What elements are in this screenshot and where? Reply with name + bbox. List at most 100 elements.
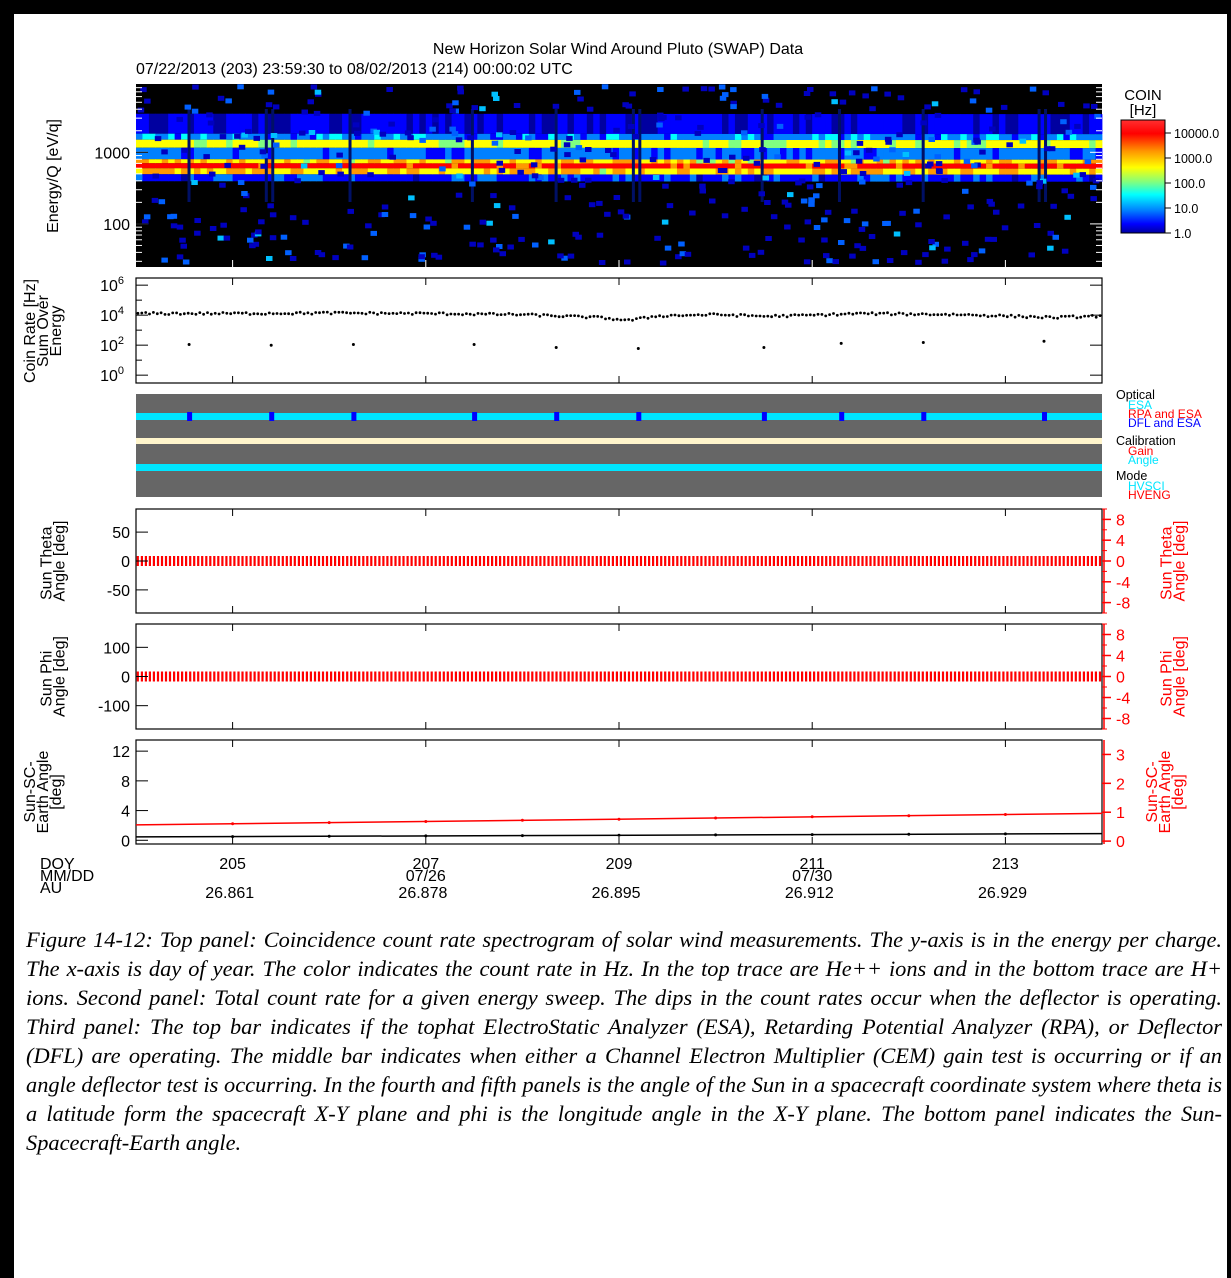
- spectrogram-cell: [522, 174, 530, 182]
- spectrogram-cell: [255, 229, 262, 235]
- earth-ytick-1: 8: [121, 774, 130, 791]
- phi-point: [362, 671, 365, 682]
- rate-point: [789, 313, 793, 317]
- spectrogram-cell: [748, 252, 756, 258]
- spectrogram-cell: [425, 113, 433, 134]
- phi-point: [543, 671, 546, 682]
- spectrogram-cell: [548, 239, 555, 245]
- rate-point: [171, 311, 175, 315]
- spectrogram-cell: [361, 159, 369, 164]
- rate-point: [681, 314, 685, 318]
- spectrogram-cell: [1050, 140, 1058, 149]
- theta-point: [656, 556, 659, 566]
- spectrogram-cell: [213, 163, 221, 169]
- spectrogram-cell: [258, 159, 266, 164]
- rate-point: [870, 311, 874, 315]
- theta-point: [543, 556, 546, 566]
- spectrogram-cell: [181, 133, 188, 140]
- spectrogram-cell: [883, 174, 890, 182]
- spectrogram-cell: [406, 168, 414, 175]
- spectrogram-cell: [277, 139, 285, 148]
- spectrogram-cell: [1011, 148, 1019, 160]
- spectrogram-cell: [599, 133, 607, 140]
- spectrogram-cell: [234, 133, 241, 139]
- spectrogram-cell: [464, 147, 472, 160]
- rate-point: [349, 311, 352, 315]
- spectrogram-cell: [232, 174, 240, 182]
- theta-point: [547, 556, 550, 566]
- phi-point: [229, 671, 232, 682]
- spectrogram-cell: [367, 168, 375, 175]
- theta-point: [245, 556, 248, 566]
- spectrogram-cell: [1017, 203, 1025, 209]
- spectrogram-cell: [871, 86, 878, 92]
- spectrogram-cell: [803, 91, 811, 96]
- spectrogram-cell: [953, 159, 961, 164]
- spectrogram-cell: [837, 140, 845, 149]
- spectrogram-cell: [813, 225, 821, 230]
- spectrogram-cell: [657, 163, 665, 169]
- spectrogram-cell: [593, 113, 601, 134]
- colorbar-tick-label: 1.0: [1174, 227, 1191, 241]
- spectrogram-cell: [554, 147, 562, 160]
- rate-point: [453, 312, 457, 316]
- spectrogram-cell: [223, 235, 231, 241]
- spectrogram-cell: [908, 174, 916, 182]
- spectrogram-cell: [1031, 163, 1038, 169]
- rate-point: [832, 312, 835, 315]
- phi-point: [390, 671, 393, 682]
- spectrogram-cell: [451, 147, 459, 160]
- spectrogram-cell: [496, 147, 504, 160]
- phi-point: [245, 671, 248, 682]
- rate-point: [847, 311, 851, 315]
- spectrogram-cell: [689, 139, 697, 148]
- spectrogram-cell: [342, 133, 349, 140]
- rate-point: [403, 312, 406, 315]
- spectrogram-cell: [419, 163, 427, 169]
- spectrogram-cell: [322, 159, 330, 164]
- spectrogram-cell: [316, 159, 324, 164]
- rate-point: [364, 312, 368, 316]
- legend-mode-1: HVENG: [1128, 488, 1171, 502]
- legend-calibration-1: Angle: [1128, 453, 1159, 467]
- rate-point: [913, 313, 916, 317]
- phi-point: [764, 671, 767, 682]
- phi-point: [615, 671, 618, 682]
- theta-point: [889, 556, 892, 566]
- theta-y2label: Sun Theta Angle [deg]: [1159, 521, 1189, 602]
- spectrogram-cell: [1039, 178, 1047, 184]
- spectrogram-cell: [780, 159, 787, 164]
- spectrogram-cell: [290, 174, 298, 182]
- rate-point: [758, 314, 762, 318]
- theta-point: [744, 556, 747, 566]
- spectrogram-cell: [155, 163, 163, 169]
- theta-point: [958, 556, 961, 566]
- spectrogram-cell: [445, 113, 452, 134]
- legend-mode-0: HVSCI: [1128, 479, 1165, 493]
- rate-point: [685, 313, 688, 317]
- phi-point: [499, 671, 502, 682]
- theta-point: [869, 556, 872, 566]
- phi-point: [692, 671, 695, 682]
- rate-point: [607, 316, 611, 320]
- spectrogram-cell: [137, 107, 145, 113]
- spectrogram-cell: [361, 139, 369, 148]
- spectrogram-cell: [658, 116, 665, 122]
- spectrogram-cell: [979, 174, 987, 182]
- theta-point: [466, 556, 469, 566]
- phi-point: [853, 671, 856, 682]
- spectrogram-cell: [792, 159, 800, 164]
- spectrogram-cell: [367, 133, 375, 140]
- theta-point: [309, 556, 312, 566]
- spectrogram-cell: [445, 147, 452, 160]
- spectrogram-cell: [407, 135, 414, 141]
- phi-point: [962, 671, 965, 682]
- spectrogram-cell: [861, 221, 869, 227]
- spectrogram-cell: [895, 174, 903, 182]
- spectrogram-cell: [1037, 174, 1045, 182]
- spectrogram-cell: [412, 139, 420, 148]
- spectrogram-cell: [998, 134, 1006, 141]
- rate-point: [306, 311, 310, 315]
